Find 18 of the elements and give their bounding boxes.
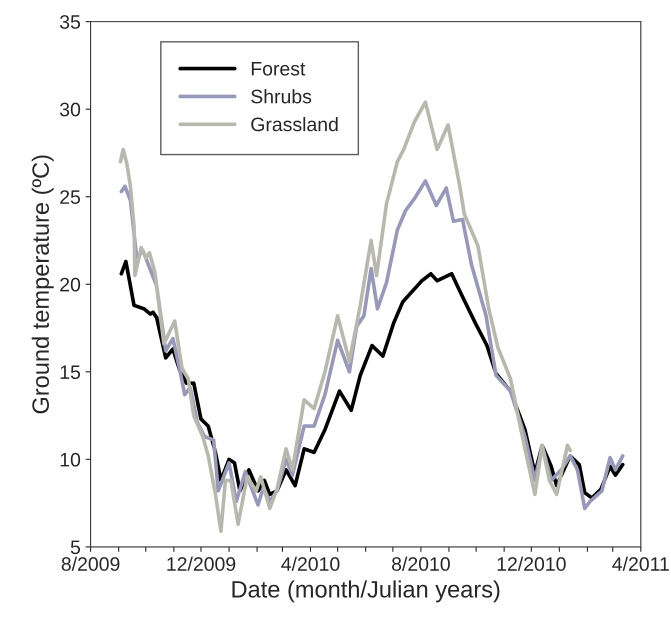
x-tick-label: 12/2009 xyxy=(167,556,236,571)
y-tick-label: 15 xyxy=(60,366,80,380)
legend-label: Grassland xyxy=(251,117,338,132)
x-tick-label: 4/2011 xyxy=(612,556,669,571)
x-axis-title: Date (month/Julian years) xyxy=(232,580,500,602)
legend-label: Shrubs xyxy=(251,89,312,104)
y-tick-label: 5 xyxy=(70,540,80,554)
legend-label: Forest xyxy=(252,62,306,76)
y-axis-title: Ground temperature (ºC) xyxy=(32,155,54,414)
y-tick-label: 25 xyxy=(60,190,80,204)
y-tick-label: 20 xyxy=(60,278,80,292)
x-tick-label: 12/2010 xyxy=(498,556,566,571)
x-tick-label: 4/2010 xyxy=(281,556,340,571)
x-tick-label: 8/2010 xyxy=(392,556,450,571)
y-tick-label: 35 xyxy=(60,15,80,29)
x-tick-label: 8/2009 xyxy=(62,556,120,571)
y-tick-label: 30 xyxy=(60,102,80,116)
y-tick-label: 10 xyxy=(60,452,80,467)
